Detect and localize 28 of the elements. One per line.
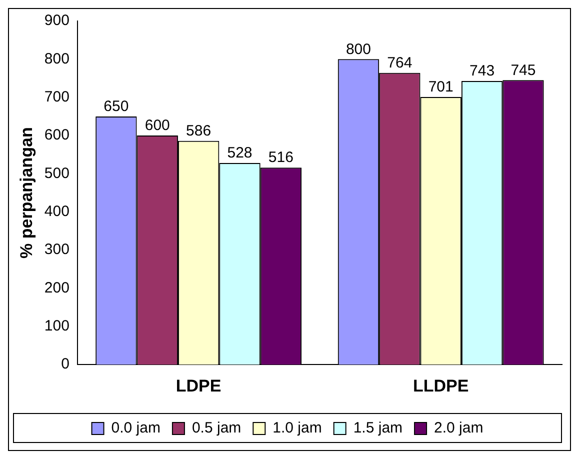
- legend-label: 1.0 jam: [272, 420, 322, 437]
- data-label: 745: [510, 62, 536, 79]
- data-label: 528: [227, 144, 252, 162]
- y-tick-label: 900: [44, 12, 70, 30]
- legend-label: 0.0 jam: [111, 420, 160, 437]
- y-tick-label: 300: [44, 241, 70, 258]
- data-label: 701: [428, 78, 454, 96]
- data-label: 800: [346, 40, 371, 58]
- y-axis-title: % perpanjangan: [16, 127, 36, 258]
- data-label: 600: [144, 117, 170, 134]
- x-tick-label: LLDPE: [412, 376, 469, 396]
- data-label: 743: [470, 62, 495, 80]
- legend-label: 0.5 jam: [192, 420, 242, 437]
- data-label: 650: [104, 98, 129, 116]
- data-label: 516: [268, 149, 294, 166]
- y-tick-label: 800: [44, 50, 70, 68]
- y-tick-label: 0: [61, 356, 70, 373]
- y-tick-label: 600: [44, 126, 70, 144]
- y-tick-label: 100: [44, 318, 70, 335]
- legend-label: 2.0 jam: [434, 420, 484, 437]
- data-label: 586: [186, 122, 212, 140]
- y-tick-label: 700: [44, 88, 70, 106]
- y-tick-label: 200: [44, 279, 70, 296]
- legend-label: 1.5 jam: [353, 420, 403, 437]
- y-tick-label: 500: [44, 164, 70, 182]
- y-tick-label: 400: [44, 203, 70, 220]
- data-label: 764: [387, 54, 412, 72]
- x-tick-label: LDPE: [176, 376, 222, 396]
